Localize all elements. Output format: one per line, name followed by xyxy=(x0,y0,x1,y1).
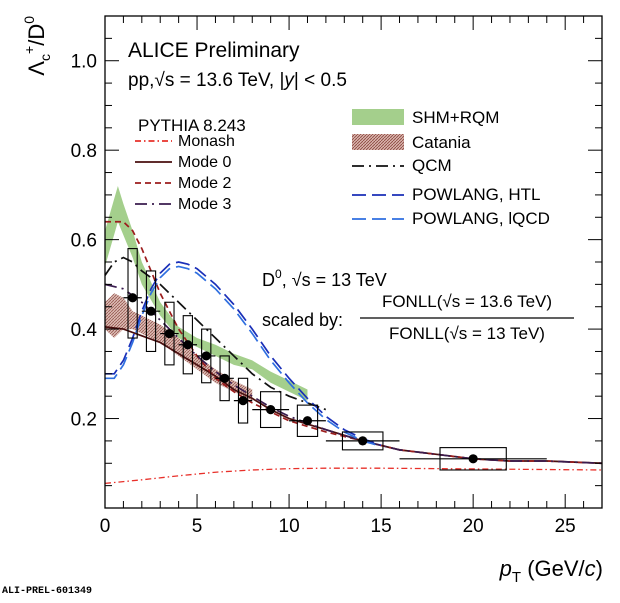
plot-area xyxy=(104,185,603,485)
data-point-2 xyxy=(164,328,175,339)
x-axis-title: pT (GeV/c) xyxy=(499,556,603,586)
series-line-monash xyxy=(104,467,603,485)
fonll-numerator: FONLL(√s = 13.6 TeV) xyxy=(382,292,552,311)
collision-system-label: pp,√s = 13.6 TeV, |y| < 0.5 xyxy=(128,70,347,91)
scaled-by-label: scaled by: xyxy=(262,310,343,330)
y-axis-title-main: Λ xyxy=(24,61,49,76)
y-axis-title-sup: + xyxy=(21,46,37,54)
source-tag: ALI-PREL-601349 xyxy=(2,586,93,597)
legend-right-label-powlang-lqcd: POWLANG, lQCD xyxy=(412,209,550,228)
syst-box-0 xyxy=(127,248,138,339)
y-axis-title: Λc+/D0 xyxy=(21,16,53,76)
y-tick-label-0.8: 0.8 xyxy=(71,141,97,162)
legend-left: Monash Mode 0 Mode 2 Mode 3 xyxy=(135,133,235,213)
reference-rest: , √s = 13 TeV xyxy=(282,270,387,290)
y-tick-label-1: 1.0 xyxy=(71,52,97,73)
reference-prefix: D xyxy=(262,270,275,290)
data-point-10 xyxy=(468,454,478,464)
x-tick-label-10: 10 xyxy=(279,516,300,537)
x-axis-title-main: p xyxy=(499,556,512,581)
data-point-5 xyxy=(220,373,230,383)
series-line-powlang-htl xyxy=(105,261,382,447)
x-tick-label-15: 15 xyxy=(371,516,392,537)
sqrt-s-symbol: √s xyxy=(154,70,179,91)
axis-ticks: 0 5 10 15 20 25 0.2 0.4 0.6 0.8 1.0 xyxy=(71,15,603,537)
legend-right-label-catania: Catania xyxy=(412,133,471,152)
x-tick-label-5: 5 xyxy=(192,516,203,537)
legend-left-title: PYTHIA 8.243 xyxy=(138,116,246,135)
legend-right-swatch-shm-rqm xyxy=(352,109,404,125)
y-axis-title-sup2: 0 xyxy=(21,16,37,24)
series-line-qcm xyxy=(104,256,327,411)
x-axis-title-close: ) xyxy=(596,556,603,581)
data-point-7 xyxy=(266,405,276,415)
x-tick-label-25: 25 xyxy=(555,516,576,537)
x-axis-title-unit: (GeV/ xyxy=(521,556,585,581)
legend-right-label-qcm: QCM xyxy=(412,156,452,175)
legend-right: SHM+RQM Catania QCM POWLANG, HTL POWLANG, lQ… xyxy=(352,108,550,228)
y-tick-label-0.4: 0.4 xyxy=(71,320,98,341)
data-point-3 xyxy=(183,340,193,350)
legend-left-label-mode-3: Mode 3 xyxy=(178,196,231,213)
data-point-1 xyxy=(146,306,156,316)
reference-line1: D0, √s = 13 TeV xyxy=(262,267,387,290)
y-axis-title-sub: c xyxy=(37,54,53,61)
series-line-powlang-lqcd xyxy=(105,265,382,448)
y-tick-label-0.2: 0.2 xyxy=(71,410,97,431)
band-catania xyxy=(105,293,253,401)
data-point-0 xyxy=(128,293,138,303)
x-axis-title-c: c xyxy=(585,556,596,581)
data-point-9 xyxy=(358,436,368,446)
legend-left-label-monash: Monash xyxy=(178,133,235,150)
rapidity-symbol: y xyxy=(282,70,295,91)
y-axis-title-slash: /D xyxy=(24,24,49,46)
legend-right-swatch-catania xyxy=(352,134,404,150)
collaboration-label: ALICE Preliminary xyxy=(128,39,300,62)
x-tick-label-0: 0 xyxy=(100,516,111,537)
system-rapidity: | < 0.5 xyxy=(294,70,347,91)
data-point-6 xyxy=(238,396,248,406)
data-point-8 xyxy=(302,416,313,426)
fonll-denominator: FONLL(√s = 13 TeV) xyxy=(389,324,545,343)
y-tick-label-0.6: 0.6 xyxy=(71,231,97,252)
system-prefix: pp, xyxy=(128,70,154,91)
system-energy: = 13.6 TeV, | xyxy=(180,70,285,91)
legend-right-label-powlang-htl: POWLANG, HTL xyxy=(412,185,540,204)
x-tick-label-20: 20 xyxy=(463,516,484,537)
legend-right-label-shm-rqm: SHM+RQM xyxy=(412,108,499,127)
legend-left-label-mode-0: Mode 0 xyxy=(178,154,231,171)
x-axis-title-sub: T xyxy=(512,569,521,586)
data-point-4 xyxy=(201,351,211,361)
legend-left-label-mode-2: Mode 2 xyxy=(178,175,231,192)
reference-sup: 0 xyxy=(275,267,282,281)
